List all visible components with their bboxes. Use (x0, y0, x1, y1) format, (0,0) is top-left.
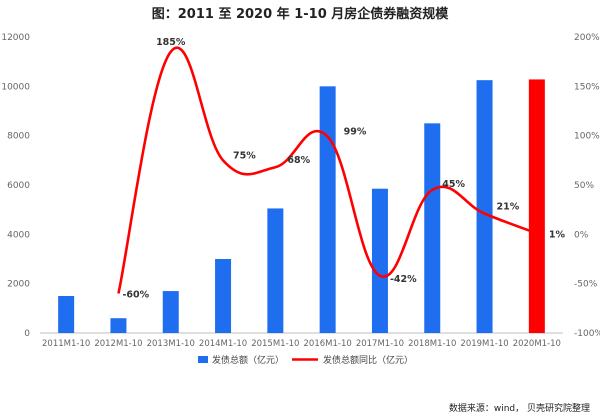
right-tick-label: 50% (574, 181, 594, 191)
left-tick-label: 0 (24, 329, 30, 339)
x-axis: 2011M1-10 2012M1-10 2013M1-10 2014M1-10 2015… (40, 332, 563, 349)
bar (424, 123, 441, 333)
right-tick-label: 0% (574, 230, 589, 240)
bar-series (58, 79, 545, 334)
legend-line-label: 发债总额同比（亿元） (323, 354, 413, 366)
yoy-data-label: 185% (156, 37, 186, 48)
yoy-line (117, 46, 538, 294)
bar (319, 86, 336, 333)
left-tick-label: 4000 (7, 230, 30, 240)
bar (162, 291, 179, 333)
yoy-data-label: 1% (549, 229, 566, 240)
right-tick-label: -50% (574, 280, 598, 290)
right-tick-label: 100% (574, 132, 600, 142)
yoy-data-label: -60% (122, 290, 149, 301)
yoy-data-label: 21% (497, 202, 520, 213)
yoy-data-label: 75% (233, 150, 256, 161)
source-note: 数据来源：wind， 贝壳研究院整理 (449, 402, 590, 414)
bar (476, 80, 493, 334)
bar (110, 318, 127, 333)
bar (528, 79, 545, 333)
x-tick-label: 2013M1-10 (147, 339, 195, 349)
right-tick-label: 150% (574, 82, 600, 92)
chart-title: 图：2011 至 2020 年 1-10 月房企债券融资规模 (152, 6, 450, 22)
x-tick-label: 2018M1-10 (408, 339, 456, 349)
x-tick-label: 2020M1-10 (513, 339, 561, 349)
x-tick-label: 2016M1-10 (304, 339, 352, 349)
x-tick-label: 2014M1-10 (199, 339, 247, 349)
line-series (117, 46, 538, 294)
legend-bar-label: 发债总额（亿元） (212, 354, 284, 366)
x-tick-label: 2015M1-10 (251, 339, 299, 349)
line-data-labels: -60% 185% 75% 68% 99% -42% 45% 21% 1% (122, 37, 565, 301)
x-tick-label: 2012M1-10 (94, 339, 142, 349)
bar (215, 259, 232, 333)
bar (371, 188, 388, 333)
yoy-data-label: -42% (390, 274, 417, 285)
bar (58, 296, 75, 333)
left-tick-label: 12000 (1, 33, 30, 43)
yoy-data-label: 99% (344, 127, 367, 138)
right-tick-label: -100% (574, 329, 600, 339)
left-tick-label: 6000 (7, 181, 30, 191)
yoy-data-label: 45% (442, 179, 465, 190)
left-axis: 0 2000 4000 6000 8000 10000 12000 (1, 33, 30, 339)
legend: 发债总额（亿元） 发债总额同比（亿元） (198, 354, 413, 366)
left-tick-label: 2000 (7, 280, 30, 290)
left-tick-label: 10000 (1, 82, 30, 92)
bar (267, 208, 284, 333)
x-tick-label: 2011M1-10 (42, 339, 90, 349)
right-axis: -100% -50% 0% 50% 100% 150% 200% (574, 33, 600, 339)
x-tick-label: 2017M1-10 (356, 339, 404, 349)
yoy-data-label: 68% (287, 155, 310, 166)
legend-bar-swatch (198, 356, 208, 363)
right-tick-label: 200% (574, 33, 600, 43)
left-tick-label: 8000 (7, 132, 30, 142)
x-tick-label: 2019M1-10 (460, 339, 508, 349)
